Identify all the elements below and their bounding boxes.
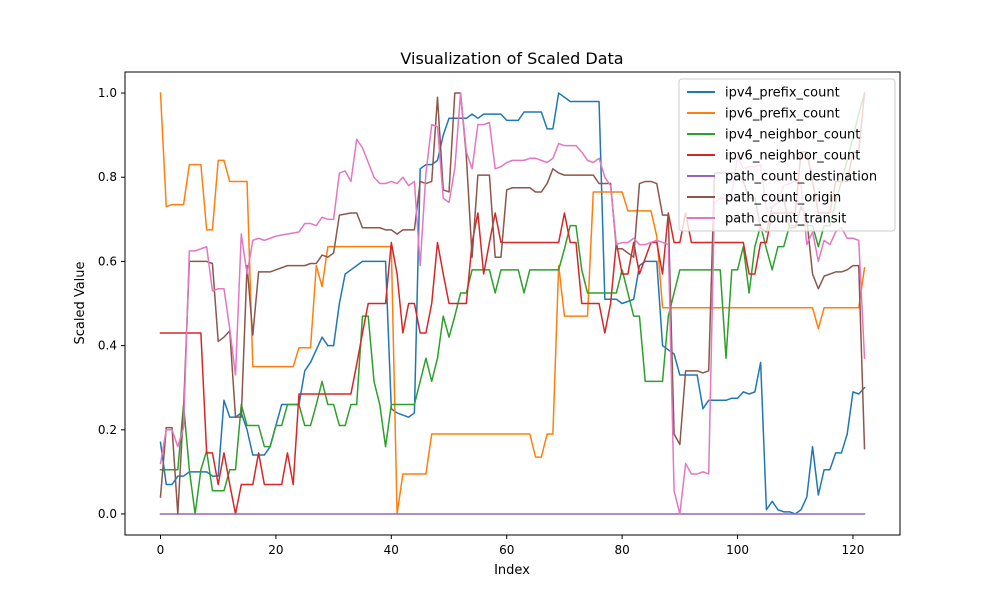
plot-area: 0 20 40 60 80 100 120 0.0 0.2 0.4 0.6 0.8 1.0 xyxy=(98,71,901,557)
legend: ipv4_prefix_count ipv6_prefix_count ipv4_n… xyxy=(678,78,896,232)
y-axis-label: Scaled Value xyxy=(73,261,88,344)
x-tick-label: 100 xyxy=(726,543,749,557)
x-tick-label: 0 xyxy=(157,543,165,557)
legend-label-path-count-transit: path_count_transit xyxy=(725,212,846,227)
x-axis-ticks: 0 20 40 60 80 100 120 xyxy=(157,535,865,557)
legend-label-ipv4-prefix-count: ipv4_prefix_count xyxy=(725,86,840,101)
x-tick-label: 120 xyxy=(842,543,865,557)
legend-box xyxy=(678,78,896,232)
legend-label-ipv6-prefix-count: ipv6_prefix_count xyxy=(725,107,840,122)
y-tick-label: 1.0 xyxy=(98,86,117,100)
x-tick-label: 20 xyxy=(268,543,283,557)
series-line-ipv4-prefix-count xyxy=(159,92,866,515)
series-line-ipv6-prefix-count xyxy=(159,92,866,515)
x-tick-label: 60 xyxy=(499,543,514,557)
y-tick-label: 0.6 xyxy=(98,254,117,268)
legend-label-path-count-destination: path_count_destination xyxy=(725,170,877,185)
legend-label-ipv6-neighbor-count: ipv6_neighbor_count xyxy=(725,149,860,164)
series-line-ipv6-neighbor-count xyxy=(159,92,866,515)
y-tick-label: 0.0 xyxy=(98,507,117,521)
x-axis-label: Index xyxy=(494,563,530,578)
legend-label-ipv4-neighbor-count: ipv4_neighbor_count xyxy=(725,128,860,143)
x-tick-label: 80 xyxy=(615,543,630,557)
x-tick-label: 40 xyxy=(384,543,399,557)
legend-label-path-count-origin: path_count_origin xyxy=(725,191,841,206)
chart-title: Visualization of Scaled Data xyxy=(400,49,623,68)
y-tick-label: 0.2 xyxy=(98,423,117,437)
axes-frame xyxy=(124,71,901,536)
y-tick-label: 0.8 xyxy=(98,170,117,184)
y-axis-ticks: 0.0 0.2 0.4 0.6 0.8 1.0 xyxy=(98,86,125,521)
series-line-ipv4-neighbor-count xyxy=(159,92,866,515)
y-tick-label: 0.4 xyxy=(98,339,117,353)
